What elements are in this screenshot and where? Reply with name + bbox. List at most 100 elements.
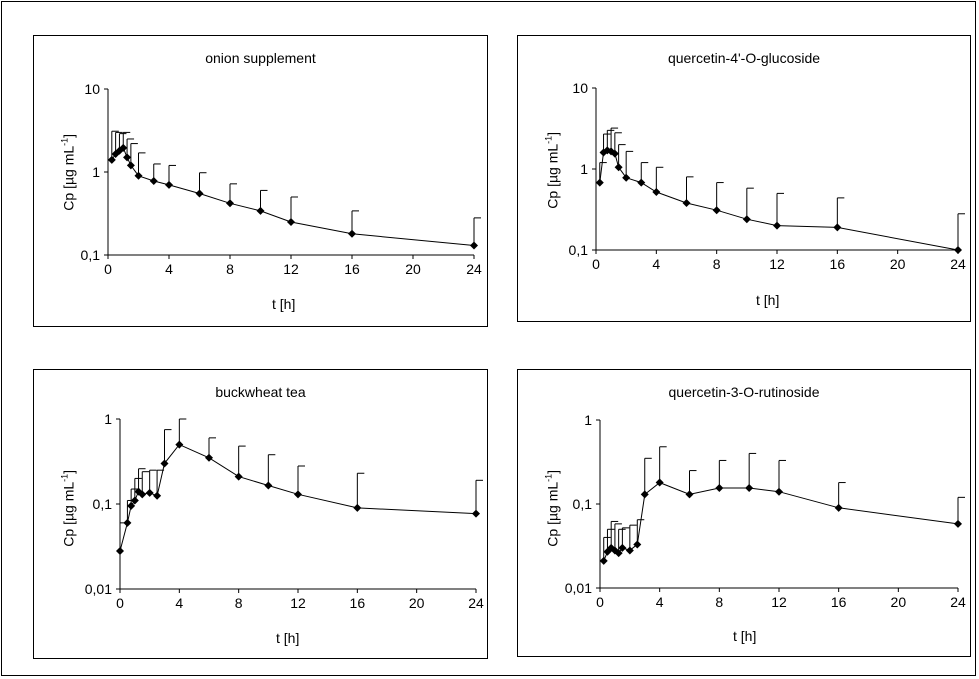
data-point	[127, 501, 136, 510]
data-point	[742, 215, 751, 224]
data-point	[107, 155, 116, 164]
data-point	[833, 223, 842, 232]
y-label-close: ]	[544, 469, 561, 474]
x-axis-label: t [h]	[272, 296, 296, 312]
data-point	[618, 543, 627, 552]
data-point	[954, 519, 962, 528]
y-axis-label: Cp [µg mL-1]	[60, 448, 77, 568]
data-point	[205, 453, 213, 462]
panel-buckwheat-tea: buckwheat tea 0 4 8 12 16 20 24 0,01 0,1 1 Cp [µg…	[33, 369, 488, 659]
y-label-text: Cp [µg mL	[60, 145, 77, 211]
data-point	[165, 180, 173, 189]
x-tick-label: 8	[235, 595, 243, 611]
x-tick-label: 0	[592, 256, 600, 272]
series-line	[599, 149, 959, 251]
panel-title: quercetin-3-O-rutinoside	[668, 384, 820, 400]
y-axis-label: Cp [µg mL-1]	[544, 448, 561, 568]
y-tick-label: 0,01	[85, 581, 112, 597]
data-point	[633, 540, 642, 549]
data-point	[472, 509, 480, 518]
x-tick-label: 12	[769, 256, 785, 272]
y-label-exponent: -1	[543, 135, 554, 144]
panel-title: buckwheat tea	[215, 384, 306, 400]
data-point	[655, 478, 664, 487]
y-axis-label: Cp [µg mL-1]	[60, 112, 77, 232]
data-point	[685, 490, 694, 499]
data-point	[715, 484, 724, 493]
x-axis-label: t [h]	[276, 630, 300, 646]
y-label-close: ]	[544, 131, 561, 136]
series-line	[603, 482, 959, 562]
panel-title: onion supplement	[205, 50, 316, 66]
data-point	[614, 163, 623, 172]
chart-svg: 0 4 8 12 16 20 24 0,1 1 10	[569, 80, 966, 272]
data-point	[599, 148, 608, 157]
y-tick-label: 1	[580, 161, 588, 177]
data-point	[599, 556, 608, 565]
data-point	[640, 490, 649, 499]
y-tick-label: 0,1	[81, 247, 101, 263]
y-label-close: ]	[60, 133, 77, 138]
data-point	[610, 149, 619, 158]
series-line	[119, 443, 477, 552]
x-tick-label: 12	[771, 594, 787, 610]
data-point	[138, 490, 147, 499]
data-point	[834, 503, 843, 512]
data-point	[652, 188, 661, 197]
data-point	[954, 246, 962, 254]
data-point	[745, 484, 754, 493]
y-axis-label: Cp [µg mL-1]	[544, 110, 561, 230]
data-point	[775, 487, 783, 496]
data-point	[226, 199, 234, 208]
data-point	[625, 546, 634, 555]
x-tick-label: 0	[596, 594, 604, 610]
x-tick-label: 20	[890, 256, 906, 272]
data-point	[614, 549, 623, 558]
x-tick-label: 20	[409, 595, 425, 611]
y-tick-label: 0,1	[93, 496, 113, 512]
x-tick-label: 16	[831, 594, 847, 610]
x-tick-label: 12	[283, 261, 299, 277]
data-point	[256, 206, 265, 215]
data-point	[115, 146, 124, 155]
x-tick-label: 16	[350, 595, 366, 611]
x-tick-label: 0	[116, 595, 124, 611]
data-point	[195, 189, 204, 198]
x-tick-label: 16	[830, 256, 846, 272]
data-point	[353, 503, 362, 512]
x-tick-label: 24	[950, 594, 966, 610]
data-point	[111, 149, 120, 158]
data-point	[160, 459, 169, 468]
x-tick-label: 12	[290, 595, 306, 611]
data-point	[622, 173, 631, 182]
data-point	[294, 490, 302, 499]
panel-onion-supplement: onion supplement 0 4 8 12 16 20 24 0,1 1 10 Cp [µ…	[33, 35, 488, 327]
y-tick-label: 0,1	[573, 496, 593, 512]
y-tick-label: 1	[92, 164, 100, 180]
data-point	[123, 153, 132, 162]
data-point	[773, 221, 781, 230]
data-point	[130, 496, 139, 505]
x-tick-label: 8	[715, 594, 723, 610]
y-label-exponent: -1	[59, 473, 70, 482]
x-axis-label: t [h]	[756, 292, 780, 308]
x-tick-label: 24	[466, 261, 482, 277]
data-point	[123, 518, 132, 527]
panel-title: quercetin-4'-O-glucoside	[667, 50, 821, 66]
x-tick-label: 4	[175, 595, 183, 611]
y-label-exponent: -1	[543, 473, 554, 482]
data-point	[603, 146, 612, 155]
data-point	[149, 176, 158, 185]
x-tick-label: 20	[405, 261, 421, 277]
data-point	[595, 178, 604, 187]
x-tick-label: 8	[226, 261, 234, 277]
chart-svg: 0 4 8 12 16 20 24 0,1 1 10	[81, 81, 482, 277]
y-tick-label: 10	[572, 80, 588, 96]
chart-svg: 0 4 8 12 16 20 24 0,01 0,1 1	[85, 411, 484, 611]
data-point	[153, 491, 162, 500]
data-point	[712, 206, 721, 215]
data-point	[682, 199, 691, 208]
data-point	[175, 440, 184, 449]
data-point	[145, 488, 154, 497]
